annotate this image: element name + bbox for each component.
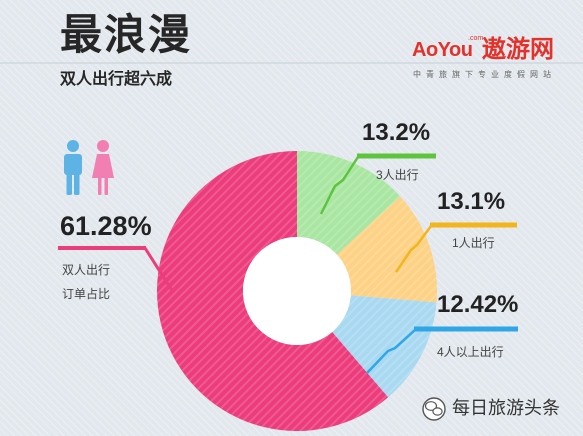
leader-4-plus-people xyxy=(366,326,518,374)
leader-line-4-plus-people xyxy=(366,329,416,374)
value-label-1-person: 13.1% xyxy=(437,188,506,215)
category-label-1-person: 1人出行 xyxy=(452,236,495,250)
watermark-text: 每日旅游头条 xyxy=(452,398,560,418)
value-label-2-people: 61.28% xyxy=(60,211,152,241)
category-label-3-people: 3人出行 xyxy=(376,168,419,182)
donut-hole xyxy=(243,237,351,345)
category-label-2-people-line2: 订单占比 xyxy=(62,287,111,301)
logo-domain: .com xyxy=(468,35,484,42)
page-subtitle: 双人出行超六成 xyxy=(60,71,173,88)
logo-chinese-name: 遨游网 xyxy=(482,36,554,63)
category-label-2-people: 双人出行 xyxy=(62,263,111,277)
male-icon xyxy=(64,140,82,195)
wechat-icon xyxy=(422,397,446,421)
donut-texture xyxy=(156,151,437,431)
value-label-3-people: 13.2% xyxy=(362,119,431,146)
leader-line-3-people xyxy=(319,156,360,215)
logo-tagline: 中青旅旗下专业度假网站 xyxy=(413,70,556,79)
leader-line-2-people xyxy=(143,247,175,293)
leader-1-person xyxy=(394,222,517,273)
leader-line-1-person xyxy=(394,225,433,273)
leader-2-people xyxy=(58,246,175,293)
value-label-4-plus-people: 12.42% xyxy=(437,291,519,318)
category-label-4-plus-people: 4人以上出行 xyxy=(437,345,504,359)
leader-3-people xyxy=(319,153,436,215)
logo-brand: AoYou xyxy=(412,39,473,61)
page-title: 最浪漫 xyxy=(60,11,193,58)
female-icon xyxy=(92,140,114,195)
